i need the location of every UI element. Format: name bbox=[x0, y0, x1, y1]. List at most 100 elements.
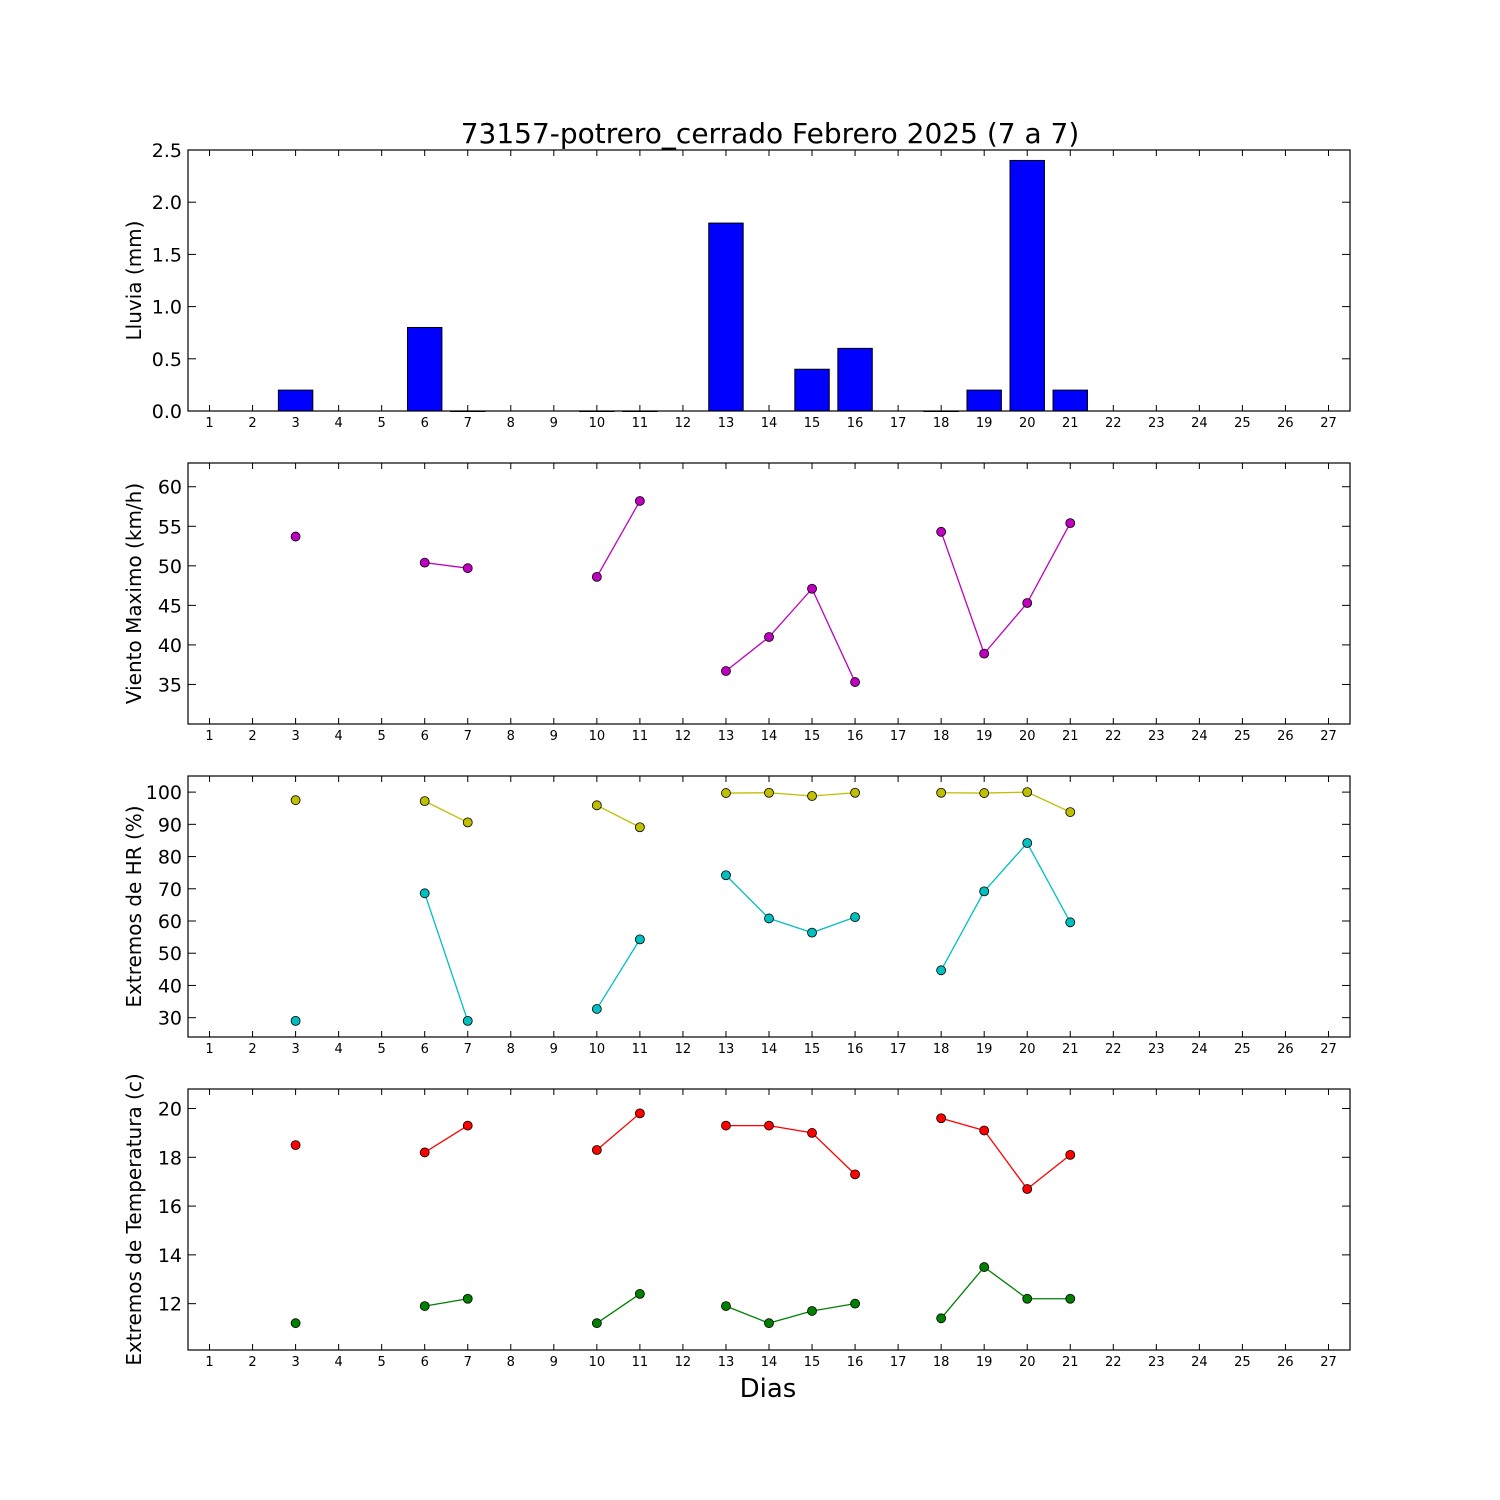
y-axis-label: Extremos de Temperatura (c) bbox=[122, 1073, 146, 1365]
series-0-point-day-3 bbox=[290, 795, 301, 806]
series-0-point-day-14 bbox=[764, 1120, 774, 1131]
panels: 1 2 3 4 5 6 7 8 9 10 11 12 13 14 15 16 17 18 19 20 21 22 23 24 2… bbox=[122, 140, 1351, 1370]
series-0-point-day-18 bbox=[936, 1113, 947, 1124]
y-tick-label: 30 bbox=[158, 1008, 182, 1030]
x-tick-label: 20 bbox=[1019, 1042, 1036, 1057]
series-1-point-day-20 bbox=[1022, 1293, 1033, 1304]
series-0-segment bbox=[1026, 1154, 1071, 1190]
x-tick-label: 27 bbox=[1320, 416, 1337, 431]
x-tick-label: 18 bbox=[933, 416, 950, 431]
series-0-point-day-7 bbox=[462, 1120, 473, 1131]
x-tick-label: 23 bbox=[1148, 1042, 1165, 1057]
series-0-segment bbox=[811, 1132, 856, 1175]
panel-frame bbox=[187, 149, 1351, 412]
y-tick-label: 60 bbox=[158, 911, 182, 933]
rain-bar-day-13 bbox=[708, 222, 744, 412]
x-tick-label: 19 bbox=[976, 1355, 993, 1370]
series-0-point-day-16 bbox=[850, 677, 860, 687]
y-tick-label: 70 bbox=[158, 879, 182, 901]
x-tick-label: 13 bbox=[718, 416, 735, 431]
x-tick-label: 9 bbox=[550, 1042, 558, 1057]
x-tick-label: 2 bbox=[248, 729, 256, 744]
series-0-point-day-3 bbox=[290, 531, 301, 542]
series-1-point-day-19 bbox=[979, 1262, 990, 1272]
y-tick-label: 2.5 bbox=[152, 140, 182, 162]
series-0-segment bbox=[768, 588, 813, 638]
series-1-point-day-7 bbox=[462, 1015, 473, 1026]
series-0-point-day-20 bbox=[1022, 787, 1033, 798]
x-tick-label: 9 bbox=[550, 1355, 558, 1370]
series-1-point-day-15 bbox=[807, 1306, 817, 1316]
x-tick-label: 25 bbox=[1234, 729, 1251, 744]
series-0-point-day-13 bbox=[721, 788, 731, 798]
x-tick-label: 4 bbox=[334, 729, 342, 744]
x-tick-label: 11 bbox=[632, 416, 649, 431]
series-0-point-day-19 bbox=[979, 1125, 990, 1136]
x-tick-label: 10 bbox=[589, 1355, 606, 1370]
x-tick-label: 23 bbox=[1148, 729, 1165, 744]
rain-bar-day-6 bbox=[406, 326, 443, 412]
x-tick-label: 18 bbox=[933, 729, 950, 744]
x-tick-label: 22 bbox=[1105, 729, 1122, 744]
series-1-segment bbox=[725, 874, 770, 919]
y-tick-label: 0.5 bbox=[152, 349, 182, 371]
x-tick-label: 23 bbox=[1148, 416, 1165, 431]
series-1-point-day-6 bbox=[419, 888, 430, 899]
rain-bar-day-15 bbox=[794, 368, 830, 412]
y-axis-label: Lluvia (mm) bbox=[122, 221, 146, 341]
series-1-point-day-16 bbox=[850, 912, 860, 923]
series-0-point-day-15 bbox=[807, 791, 817, 801]
series-0-segment bbox=[940, 1117, 985, 1132]
y-tick-label: 90 bbox=[158, 814, 182, 836]
x-tick-label: 15 bbox=[804, 1355, 821, 1370]
y-tick-label: 2.0 bbox=[152, 192, 182, 214]
rain-bar-day-3 bbox=[277, 389, 314, 412]
x-tick-label: 26 bbox=[1277, 416, 1294, 431]
y-tick-label: 60 bbox=[158, 477, 182, 499]
series-1-segment bbox=[1026, 842, 1071, 923]
x-tick-label: 25 bbox=[1234, 1042, 1251, 1057]
x-tick-label: 14 bbox=[761, 1042, 778, 1057]
y-tick-label: 40 bbox=[158, 975, 182, 997]
y-axis-label: Extremos de HR (%) bbox=[122, 805, 146, 1007]
panel-frame bbox=[187, 1088, 1351, 1351]
series-0-point-day-13 bbox=[721, 1120, 731, 1131]
series-0-point-day-3 bbox=[290, 1140, 301, 1151]
x-tick-label: 5 bbox=[378, 1355, 386, 1370]
x-tick-label: 24 bbox=[1191, 416, 1208, 431]
x-tick-label: 18 bbox=[933, 1355, 950, 1370]
series-0-point-day-16 bbox=[850, 1169, 860, 1180]
x-tick-label: 22 bbox=[1105, 1042, 1122, 1057]
x-tick-label: 14 bbox=[761, 1355, 778, 1370]
x-tick-label: 22 bbox=[1105, 416, 1122, 431]
rain-bar-day-20 bbox=[1009, 159, 1045, 412]
x-tick-label: 26 bbox=[1277, 1042, 1294, 1057]
x-tick-label: 10 bbox=[589, 729, 606, 744]
y-tick-label: 16 bbox=[158, 1196, 182, 1218]
series-0-point-day-15 bbox=[807, 583, 817, 594]
series-0-point-day-18 bbox=[936, 526, 947, 537]
series-1-segment bbox=[983, 842, 1028, 892]
series-0-point-day-10 bbox=[591, 571, 602, 582]
y-tick-label: 14 bbox=[158, 1245, 182, 1267]
series-0-point-day-19 bbox=[979, 648, 990, 659]
rain-bar-day-19 bbox=[966, 389, 1002, 412]
x-tick-label: 21 bbox=[1062, 416, 1079, 431]
series-0-point-day-21 bbox=[1065, 807, 1076, 817]
x-tick-label: 22 bbox=[1105, 1355, 1122, 1370]
series-0-point-day-15 bbox=[807, 1128, 817, 1138]
x-tick-label: 12 bbox=[675, 729, 692, 744]
x-tick-label: 18 bbox=[933, 1042, 950, 1057]
x-tick-label: 16 bbox=[847, 729, 864, 744]
x-tick-label: 6 bbox=[421, 1355, 429, 1370]
series-1-point-day-3 bbox=[290, 1318, 301, 1329]
x-tick-label: 4 bbox=[334, 1355, 342, 1370]
series-1-point-day-15 bbox=[807, 927, 817, 938]
series-1-point-day-10 bbox=[591, 1004, 602, 1014]
x-tick-label: 1 bbox=[205, 416, 213, 431]
series-0-point-day-21 bbox=[1065, 518, 1076, 529]
x-tick-label: 10 bbox=[589, 1042, 606, 1057]
series-0-segment bbox=[596, 500, 641, 578]
series-1-point-day-14 bbox=[764, 913, 774, 924]
